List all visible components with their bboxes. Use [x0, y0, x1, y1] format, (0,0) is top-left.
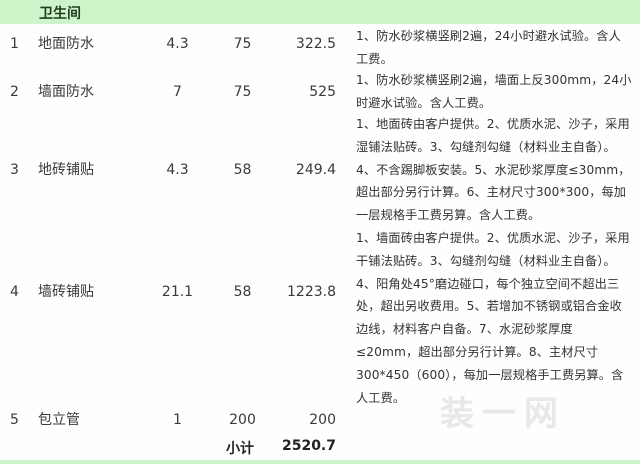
item-name: 墙面防水 — [38, 84, 94, 100]
item-price: 200 — [229, 412, 256, 428]
item-description: 1、墙面砖由客户提供。2、优质水泥、沙子，采用干铺法贴砖。3、勾缝剂勾缝（材料业… — [356, 231, 630, 405]
item-total: 525 — [309, 84, 336, 100]
item-name: 墙砖铺贴 — [38, 284, 94, 300]
section-header: 卫生间 — [0, 0, 640, 24]
row-index: 5 — [10, 412, 19, 428]
item-name: 地面防水 — [38, 36, 94, 52]
subtotal-label: 小计 — [226, 441, 254, 457]
row-index: 2 — [10, 84, 19, 100]
item-total: 1223.8 — [287, 284, 336, 300]
item-name: 包立管 — [38, 412, 80, 428]
item-total: 322.5 — [295, 36, 336, 52]
item-price: 75 — [233, 36, 252, 52]
subtotal-value: 2520.7 — [281, 438, 336, 454]
item-description: 1、防水砂浆横竖刷2遍，墙面上反300mm，24小时避水试验。含人工费。 — [356, 73, 632, 110]
item-name: 地砖铺贴 — [38, 162, 94, 178]
item-qty: 4.3 — [166, 36, 189, 52]
row-index: 4 — [10, 284, 19, 300]
item-qty: 4.3 — [166, 162, 189, 178]
item-qty: 7 — [173, 84, 182, 100]
item-qty: 21.1 — [161, 284, 194, 300]
item-price: 58 — [233, 284, 252, 300]
item-price: 75 — [233, 84, 252, 100]
footer-band — [0, 460, 640, 464]
item-total: 249.4 — [295, 162, 336, 178]
section-title: 卫生间 — [39, 6, 81, 22]
item-qty: 1 — [173, 412, 182, 428]
watermark-logo: 装一网 — [440, 394, 566, 434]
row-index: 1 — [10, 36, 19, 52]
item-total: 200 — [309, 412, 336, 428]
item-price: 58 — [233, 162, 252, 178]
item-description: 1、防水砂浆横竖刷2遍，24小时避水试验。含人工费。 — [356, 29, 621, 66]
item-description: 1、地面砖由客户提供。2、优质水泥、沙子，采用湿铺法贴砖。3、勾缝剂勾缝（材料业… — [356, 117, 631, 223]
row-index: 3 — [10, 162, 19, 178]
